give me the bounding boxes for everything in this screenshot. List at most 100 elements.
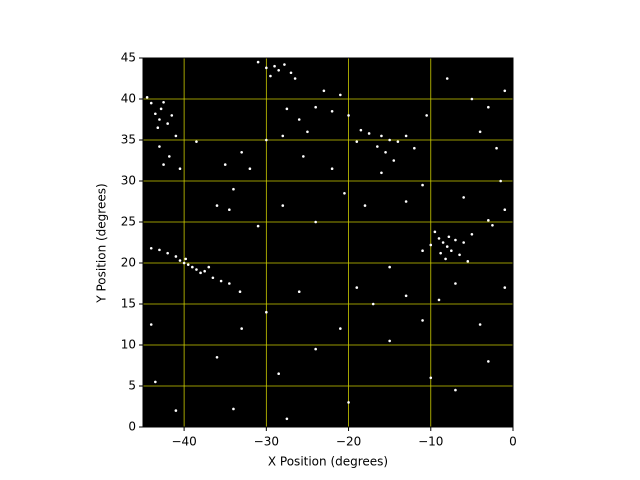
star	[450, 249, 453, 252]
star	[376, 145, 379, 148]
star	[454, 282, 457, 285]
star	[289, 71, 293, 75]
star	[240, 151, 243, 154]
y-tick-label: 0	[128, 420, 136, 434]
star	[145, 96, 149, 99]
star	[462, 241, 465, 244]
star	[265, 66, 268, 70]
star	[149, 246, 153, 250]
star	[347, 114, 350, 117]
y-tick-label: 30	[121, 174, 136, 188]
x-axis-label: X Position (degrees)	[268, 455, 388, 469]
x-tick-label: −30	[254, 435, 279, 449]
star	[174, 134, 178, 138]
star	[499, 179, 502, 183]
star	[367, 132, 371, 135]
star	[297, 118, 301, 121]
star	[158, 248, 161, 252]
star	[404, 294, 408, 298]
star	[302, 155, 305, 158]
star	[314, 220, 317, 224]
star	[396, 140, 400, 143]
star	[219, 279, 223, 283]
y-tick-label: 40	[121, 92, 136, 106]
star	[162, 163, 165, 166]
y-axis-label: Y Position (degrees)	[95, 183, 109, 303]
star	[281, 204, 285, 207]
star	[154, 112, 157, 116]
star	[437, 237, 441, 240]
plot-frame	[142, 57, 514, 428]
x-tick-label: −10	[418, 435, 443, 449]
star	[470, 97, 474, 101]
star	[478, 323, 482, 326]
star	[281, 134, 285, 138]
star	[322, 89, 326, 93]
star	[232, 187, 235, 191]
star	[388, 339, 391, 343]
star	[154, 380, 157, 384]
star	[306, 130, 309, 134]
star	[156, 126, 160, 129]
x-tick-label: −20	[336, 435, 361, 449]
star	[182, 261, 186, 265]
star	[293, 77, 297, 80]
star	[159, 107, 163, 111]
star	[429, 243, 433, 247]
star	[454, 238, 457, 242]
star	[445, 77, 449, 80]
star	[462, 196, 465, 199]
star	[170, 114, 174, 117]
star	[265, 138, 268, 142]
star	[195, 140, 198, 143]
star	[421, 319, 424, 322]
star	[458, 253, 461, 257]
y-tick-label: 20	[121, 256, 136, 270]
star	[433, 230, 437, 234]
x-tick-label: 0	[509, 435, 517, 449]
star	[495, 146, 498, 150]
star	[444, 257, 447, 261]
star	[355, 286, 359, 289]
star	[392, 159, 396, 162]
star	[186, 263, 190, 266]
star	[285, 107, 289, 111]
star	[174, 255, 178, 258]
star	[491, 223, 494, 227]
star	[256, 60, 260, 64]
star	[314, 347, 317, 351]
star	[199, 271, 202, 275]
star	[166, 251, 169, 255]
star	[203, 269, 206, 273]
star	[149, 323, 153, 326]
star	[330, 110, 334, 113]
star	[363, 204, 367, 207]
star	[166, 122, 169, 125]
star	[503, 286, 507, 289]
star	[240, 327, 243, 330]
star	[297, 290, 301, 294]
star	[285, 417, 289, 421]
star	[487, 219, 490, 222]
y-tick-label: 25	[121, 215, 136, 229]
star	[277, 69, 280, 72]
star	[269, 74, 272, 78]
star	[191, 265, 194, 269]
star	[478, 130, 482, 134]
star	[404, 200, 408, 203]
star	[314, 105, 317, 109]
star	[421, 183, 424, 187]
star	[445, 245, 449, 248]
star	[158, 118, 161, 121]
star	[248, 167, 252, 170]
star	[503, 208, 507, 211]
star	[380, 171, 383, 175]
star	[184, 257, 188, 261]
star	[454, 388, 457, 392]
star	[215, 356, 219, 359]
star	[388, 138, 391, 142]
star	[168, 155, 171, 158]
y-tick-label: 5	[128, 379, 136, 393]
star	[447, 235, 451, 239]
star	[211, 276, 215, 280]
